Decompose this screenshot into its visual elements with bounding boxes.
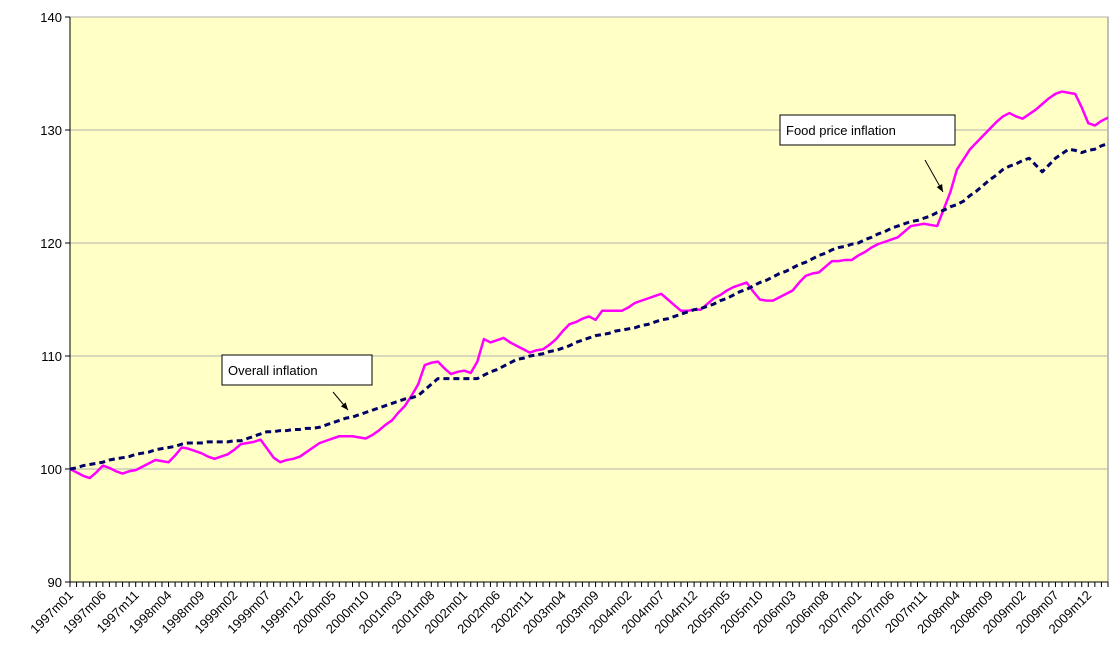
- series-label: Food price inflation: [786, 123, 896, 138]
- y-tick-label: 90: [48, 575, 62, 590]
- plot-area: [69, 16, 1109, 583]
- y-tick-label: 120: [40, 236, 62, 251]
- y-tick-label: 110: [41, 349, 62, 364]
- callout-arrowhead: [936, 184, 943, 192]
- series-line: [69, 90, 1109, 480]
- y-tick-label: 130: [40, 123, 62, 138]
- series-line: [69, 142, 1109, 471]
- callout-box: [779, 114, 956, 146]
- callout-arrowhead: [340, 402, 348, 410]
- callout-box: [221, 354, 373, 386]
- y-tick-label: 100: [40, 462, 62, 477]
- y-tick-label: 140: [40, 10, 62, 25]
- series-label: Overall inflation: [228, 363, 318, 378]
